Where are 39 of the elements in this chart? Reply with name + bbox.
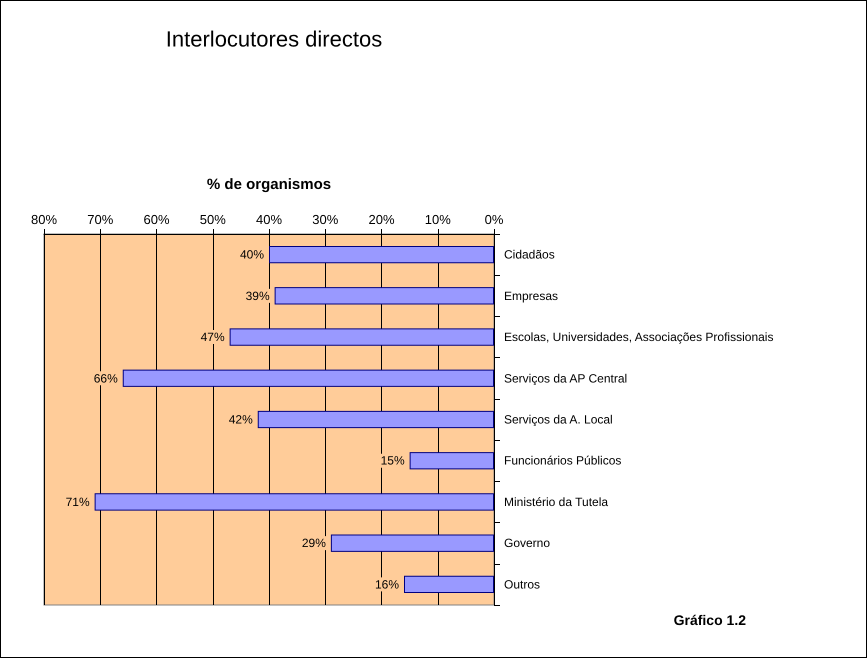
y-tick-label: Serviços da AP Central <box>504 371 628 386</box>
data-label: 29% <box>302 536 326 550</box>
data-label: 15% <box>380 454 405 468</box>
x-tick-label: 60% <box>143 212 170 227</box>
x-tick-label: 20% <box>368 212 395 227</box>
data-label: 16% <box>374 577 400 592</box>
y-tick-label: Ministério da Tutela <box>504 494 608 509</box>
x-tick-label: 30% <box>312 212 339 227</box>
chart-title: Interlocutores directos <box>166 26 382 52</box>
data-label: 42% <box>228 412 254 426</box>
text: Gráfico 1.2 <box>674 612 746 628</box>
x-tick-label: 40% <box>256 212 282 227</box>
data-label: 71% <box>66 494 90 509</box>
data-label: 66% <box>94 371 118 386</box>
y-tick-label: Governo <box>504 536 550 550</box>
bar <box>274 287 494 304</box>
bar <box>404 576 494 594</box>
y-tick-label: Escolas, Universidades, Associações Profissionais <box>504 330 774 344</box>
bar <box>258 410 494 428</box>
bar <box>330 534 494 552</box>
y-tick-label: Empresas <box>504 288 558 303</box>
x-tick-label: 10% <box>424 212 452 227</box>
y-tick-label: Funcionários Públicos <box>504 454 622 468</box>
data-label: 40% <box>240 248 264 262</box>
bar <box>94 493 494 511</box>
y-tick-label: Outros <box>504 577 540 592</box>
x-tick-label: 50% <box>200 212 226 227</box>
x-tick-label: 0% <box>484 212 504 227</box>
data-label: 47% <box>200 330 225 344</box>
bar <box>410 452 494 470</box>
x-tick-label: 80% <box>30 212 58 227</box>
y-tick-label: Serviços da A. Local <box>504 412 613 426</box>
bar <box>122 370 494 387</box>
x-axis-title: % de organismos <box>206 176 332 193</box>
y-tick-label: Cidadãos <box>504 248 555 262</box>
x-tick-label: 70% <box>87 212 114 227</box>
bar <box>230 328 494 346</box>
data-label: 39% <box>246 288 270 303</box>
bar <box>269 246 494 264</box>
